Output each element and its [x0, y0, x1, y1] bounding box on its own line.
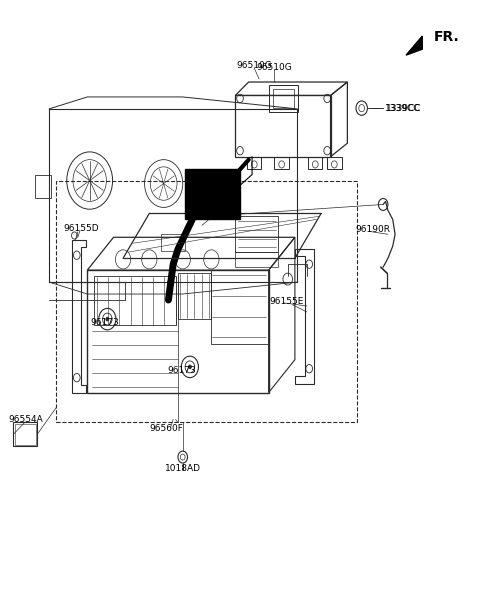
Bar: [35, 175, 51, 199]
Text: 96190R: 96190R: [355, 225, 390, 234]
Text: 96554A: 96554A: [8, 415, 43, 424]
Bar: [185, 169, 240, 220]
Bar: [235, 217, 278, 252]
Text: 96155D: 96155D: [64, 224, 99, 233]
Bar: [87, 270, 269, 392]
Bar: [308, 157, 323, 169]
Text: 1339CC: 1339CC: [385, 104, 421, 113]
Text: 1339CC: 1339CC: [384, 104, 420, 113]
Bar: [235, 252, 278, 267]
Text: 96510G: 96510G: [257, 62, 292, 71]
Circle shape: [189, 365, 192, 368]
Circle shape: [106, 317, 109, 321]
Text: 96173: 96173: [168, 366, 196, 375]
Text: 96155E: 96155E: [270, 296, 304, 305]
Bar: [247, 157, 262, 169]
Bar: [13, 422, 37, 446]
Bar: [178, 273, 211, 319]
Polygon shape: [406, 36, 422, 55]
Bar: [269, 85, 298, 112]
Text: 1018AD: 1018AD: [165, 464, 201, 473]
Bar: [161, 235, 185, 251]
Bar: [275, 157, 289, 169]
Text: 96560F: 96560F: [149, 424, 183, 433]
Bar: [273, 89, 294, 108]
Bar: [15, 424, 36, 445]
Text: 96510G: 96510G: [237, 61, 272, 70]
Bar: [95, 276, 176, 325]
Bar: [235, 95, 331, 157]
Text: 96100S: 96100S: [194, 213, 228, 222]
Text: 96173: 96173: [91, 318, 120, 327]
Bar: [56, 181, 357, 422]
Bar: [211, 270, 269, 344]
Bar: [327, 157, 341, 169]
Text: FR.: FR.: [433, 30, 459, 44]
